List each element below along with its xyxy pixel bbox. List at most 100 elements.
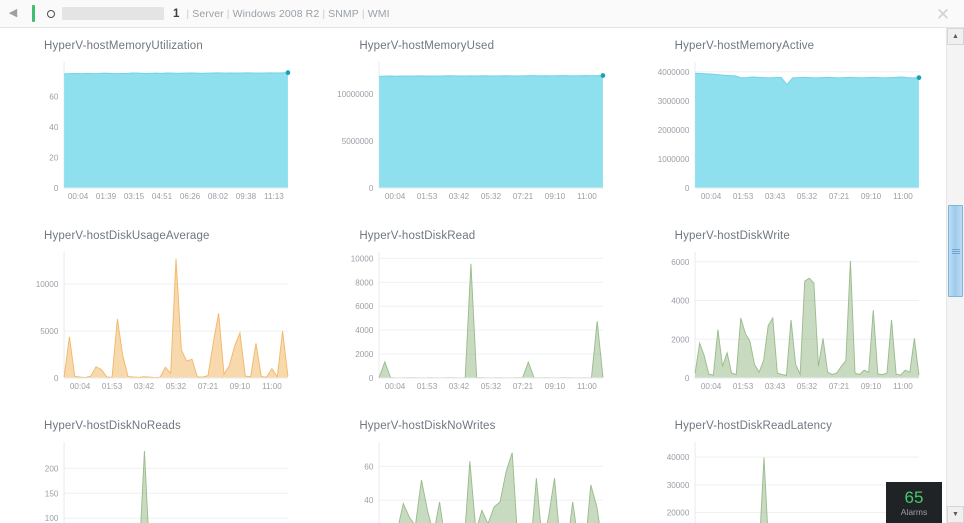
meta-part-3: WMI [367,7,390,20]
svg-text:03:43: 03:43 [765,381,786,391]
spike-series-fill [379,263,604,378]
spike-series-line [378,263,604,379]
scrollbar-thumb[interactable] [948,205,963,297]
meta-part-0: Server [192,7,224,20]
svg-text:6000: 6000 [671,257,689,267]
svg-text:05:32: 05:32 [481,191,502,201]
scrollbar-grip-icon [952,249,960,255]
svg-text:08:02: 08:02 [208,191,229,201]
scroll-down-icon[interactable]: ▼ [947,506,964,523]
meta-part-1: Windows 2008 R2 [232,7,320,20]
spike-series-line [694,260,920,377]
spike-series-line [140,450,149,523]
svg-text:07:21: 07:21 [198,381,219,391]
svg-text:05:32: 05:32 [797,381,818,391]
chart-title: HyperV-hostDiskNoReads [44,420,181,432]
svg-text:10000: 10000 [351,253,374,263]
chart-board: HyperV-hostMemoryUtilization 0 20 40 60 00:04… [0,28,946,523]
svg-text:01:53: 01:53 [417,381,438,391]
series-end-marker [916,75,921,81]
area-series [64,72,288,188]
svg-text:40000: 40000 [666,452,689,462]
spike-series-fill [140,450,149,523]
svg-text:01:39: 01:39 [96,191,117,201]
chart-title: HyperV-hostDiskUsageAverage [44,230,210,242]
svg-text:07:21: 07:21 [513,381,534,391]
svg-text:09:38: 09:38 [236,191,257,201]
area-series [379,75,604,188]
meta-part-2: SNMP [328,7,359,20]
svg-text:01:53: 01:53 [102,381,123,391]
chart-panel: HyperV-hostMemoryUsed 0 5000000 10000000 00:… [315,32,630,222]
svg-text:5000000: 5000000 [342,136,374,146]
svg-text:60: 60 [365,461,374,471]
svg-text:09:10: 09:10 [545,191,566,201]
chart-plot[interactable]: 40 60 [337,436,616,523]
series-end-marker [600,73,606,78]
svg-text:00:04: 00:04 [701,191,722,201]
chart-plot[interactable]: 0 2000 4000 6000 8000 10000 00:04 01:53 03:42 05:… [337,246,616,398]
chart-panel: HyperV-hostDiskNoWrites 40 60 [315,412,630,523]
svg-text:09:10: 09:10 [860,191,881,201]
svg-text:00:04: 00:04 [385,381,406,391]
svg-text:04:51: 04:51 [152,191,173,201]
chart-plot[interactable]: 0 5000 10000 00:04 01:53 03:42 05:32 07:21 09:10… [22,246,301,398]
hostname-redacted [62,7,164,20]
svg-text:60: 60 [49,91,58,101]
chart-plot[interactable]: 0 2000 4000 6000 00:04 01:53 03:43 05:32 07:21 09… [653,246,932,398]
series-end-marker [285,70,291,76]
spike-series-line [63,258,289,379]
svg-text:11:00: 11:00 [893,381,913,391]
chart-plot[interactable]: 100 150 200 [22,436,301,523]
svg-text:0: 0 [369,373,374,383]
svg-text:0: 0 [684,183,689,193]
chart-plot[interactable]: 0 5000000 10000000 00:04 01:53 03:42 05:32 07:2… [337,56,616,208]
svg-text:11:13: 11:13 [264,191,284,201]
back-chevron-icon[interactable]: ◀ [8,7,18,19]
svg-text:05:32: 05:32 [166,381,187,391]
chart-panel: HyperV-hostMemoryUtilization 0 20 40 60 00:04… [0,32,315,222]
svg-text:11:00: 11:00 [577,191,597,201]
svg-text:07:21: 07:21 [829,191,850,201]
svg-text:6000: 6000 [356,301,374,311]
device-header-bar: ◀ 1 | Server | Windows 2008 R2 | SNMP | WMI ✕ [0,0,964,28]
svg-text:11:00: 11:00 [262,381,282,391]
chart-plot[interactable]: 0 1000000 2000000 3000000 4000000 00:04 01:53 0… [653,56,932,208]
chart-title: HyperV-hostDiskRead [359,230,476,242]
svg-text:4000000: 4000000 [657,67,689,77]
spike-series-line [398,452,601,523]
svg-text:05:32: 05:32 [797,191,818,201]
svg-text:05:32: 05:32 [481,381,502,391]
close-icon[interactable]: ✕ [935,5,951,24]
svg-text:07:21: 07:21 [829,381,850,391]
scroll-up-icon[interactable]: ▲ [947,28,964,45]
svg-text:09:10: 09:10 [545,381,566,391]
svg-text:20: 20 [49,152,58,162]
chart-title: HyperV-hostDiskNoWrites [359,420,496,432]
svg-text:03:42: 03:42 [449,381,470,391]
chart-title: HyperV-hostMemoryUtilization [44,40,203,52]
svg-text:0: 0 [684,373,689,383]
spike-series-fill [399,452,600,523]
vertical-scrollbar[interactable]: ▲ ▼ [946,28,964,523]
svg-text:00:04: 00:04 [70,381,91,391]
chart-grid: HyperV-hostMemoryUtilization 0 20 40 60 00:04… [0,28,946,523]
meta-separator-1: | [226,7,230,20]
svg-text:07:21: 07:21 [513,191,534,201]
chart-plot[interactable]: 20000 30000 40000 [653,436,932,523]
svg-text:40: 40 [49,122,58,132]
alarms-badge[interactable]: 65 Alarms [886,482,942,523]
chart-panel: HyperV-hostDiskWrite 0 2000 4000 6000 00:04 01… [631,222,946,412]
svg-text:03:42: 03:42 [134,381,155,391]
svg-text:2000: 2000 [356,349,374,359]
svg-text:11:00: 11:00 [577,381,597,391]
chart-title: HyperV-hostMemoryUsed [359,40,495,52]
chart-plot[interactable]: 0 20 40 60 00:04 01:39 03:15 04:51 06:26 08:02 09:… [22,56,301,208]
svg-text:4000: 4000 [671,295,689,305]
device-count: 1 [173,7,180,20]
svg-text:2000000: 2000000 [657,125,689,135]
chart-panel: HyperV-hostDiskReadLatency 20000 30000 4000… [631,412,946,523]
svg-text:10000: 10000 [36,279,59,289]
chart-panel: HyperV-hostDiskNoReads 100 150 200 [0,412,315,523]
